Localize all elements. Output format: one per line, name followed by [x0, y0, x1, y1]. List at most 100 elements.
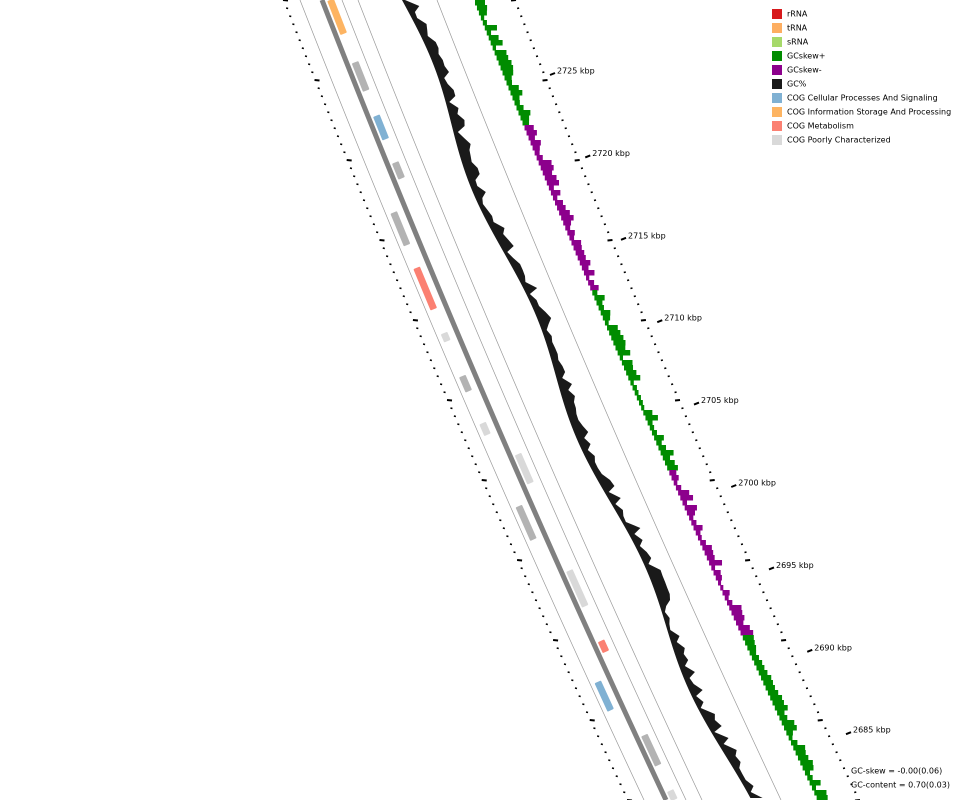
ruler-tick — [780, 631, 783, 634]
gc-skew-bar — [722, 590, 730, 596]
gc-skew-bar — [811, 785, 817, 791]
ruler-tick — [439, 383, 443, 386]
ruler-tick — [653, 343, 657, 346]
gc-skew-bar — [621, 360, 633, 366]
gc-skew-bar — [781, 720, 795, 726]
gc-skew-bar — [675, 485, 682, 491]
gc-skew-bar — [736, 620, 744, 626]
ruler-tick — [509, 543, 513, 546]
gene-feature — [352, 61, 370, 92]
gc-skew-bar — [660, 450, 674, 456]
ruler-tick — [674, 391, 677, 394]
ruler-tick — [292, 23, 295, 26]
gc-skew-bar — [777, 710, 785, 716]
ruler-tick — [405, 303, 409, 306]
ruler-tick — [780, 639, 787, 642]
ruler-tick — [349, 167, 353, 170]
gc-skew-bar — [496, 55, 509, 61]
scale-tick — [806, 648, 813, 653]
ruler-tick — [412, 319, 419, 322]
ruler-tick — [372, 223, 376, 226]
ruler-tick — [436, 375, 439, 378]
gc-skew-bar — [686, 510, 695, 516]
legend-swatch — [772, 121, 782, 131]
gc-skew-bar — [793, 745, 806, 751]
ruler-tick — [674, 399, 681, 402]
ruler-tick — [516, 7, 520, 10]
gene-feature — [441, 331, 451, 343]
ruler-tick — [615, 775, 618, 778]
ruler-tick — [587, 183, 590, 186]
gc-skew-bar — [594, 295, 605, 301]
ruler-tick — [548, 87, 551, 90]
legend-label: COG Poorly Characterized — [787, 136, 891, 145]
ruler-tick — [523, 23, 526, 26]
ruler-tick — [850, 783, 853, 786]
ruler-tick — [488, 495, 491, 498]
ruler-tick — [705, 463, 708, 466]
gc-skew-bar — [630, 380, 634, 386]
gc-skew-bar — [763, 680, 773, 686]
gc-skew-bar — [609, 330, 621, 336]
gc-skew-bar — [814, 790, 827, 796]
scale-label: 2700 kbp — [738, 479, 776, 488]
gc-skew-bar — [602, 315, 611, 321]
ruler-tick — [630, 287, 633, 290]
ruler-tick — [585, 711, 589, 714]
ruler-tick — [603, 223, 607, 226]
ruler-tick — [600, 215, 603, 218]
gc-skew-bar — [747, 645, 757, 651]
gc-skew-bar — [639, 400, 643, 406]
scale-tick — [549, 72, 556, 76]
gc-skew-bar — [484, 25, 497, 31]
gene-feature — [594, 680, 614, 712]
ruler-tick — [593, 727, 596, 730]
ruler-tick — [545, 623, 549, 626]
ruler-tick — [613, 247, 616, 250]
track-line — [341, 0, 687, 800]
ruler-tick — [464, 439, 467, 442]
ruler-tick — [817, 719, 823, 722]
ruler-tick — [623, 271, 626, 274]
gc-skew-bar — [749, 650, 757, 656]
ruler-tick — [502, 527, 506, 530]
ruler-tick — [532, 47, 536, 50]
ruler-tick — [340, 143, 343, 146]
axis-band — [319, 0, 669, 800]
ruler-tick — [667, 375, 670, 378]
gc-skew-bar — [526, 130, 537, 136]
gene-feature — [373, 114, 389, 141]
gc-skew-bar — [534, 150, 540, 156]
gc-skew-bar — [569, 235, 575, 241]
ruler-tick — [688, 423, 691, 426]
gene-feature — [459, 375, 472, 393]
ruler-tick — [574, 151, 577, 154]
ruler-tick — [301, 47, 305, 50]
gc-skew-bar — [575, 250, 585, 256]
gc-skew-bar — [514, 100, 520, 106]
gc-skew-bar — [733, 615, 745, 621]
gc-skew-bar — [548, 185, 554, 191]
gc-skew-bar — [770, 695, 783, 701]
ruler-tick — [744, 559, 751, 562]
gc-skew-bar — [731, 610, 743, 616]
ruler-tick — [842, 767, 846, 770]
ruler-tick — [446, 399, 453, 402]
gc-skew-bar — [530, 140, 541, 146]
ruler-tick — [317, 87, 320, 90]
gc-skew-bar — [512, 95, 520, 101]
ruler-tick — [584, 175, 587, 178]
gc-skew-bar — [613, 340, 626, 346]
gc-skew-bar — [671, 475, 679, 481]
ruler-tick — [346, 159, 352, 162]
ruler-tick — [460, 431, 463, 434]
ruler-tick — [798, 671, 801, 674]
ruler-tick — [453, 415, 457, 418]
ruler-tick — [471, 455, 474, 458]
ruler-tick — [695, 439, 698, 442]
ruler-tick — [709, 471, 712, 474]
gc-skew-bar — [544, 175, 557, 181]
gc-skew-bar — [492, 45, 497, 51]
ruler-tick — [791, 655, 794, 658]
ruler-tick — [827, 735, 831, 738]
